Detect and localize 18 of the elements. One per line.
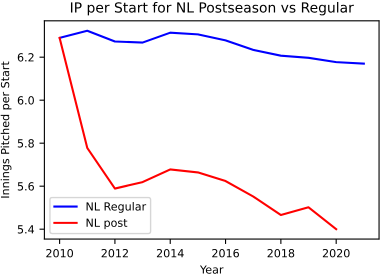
y-axis-title: Innings Pitched per Start (0, 62, 12, 198)
y-tick-label: 6.0 (18, 96, 34, 105)
legend-label: NL Regular (86, 202, 146, 213)
y-tick-label: 6.2 (18, 53, 34, 62)
x-tick-label: 2010 (46, 249, 73, 258)
y-tick-label: 5.8 (18, 139, 34, 148)
line-series (58, 30, 365, 65)
y-tick-label: 5.4 (18, 225, 34, 234)
x-tick-label: 2014 (156, 249, 184, 258)
y-tick-label: 5.6 (18, 182, 34, 191)
legend-label: NL post (86, 218, 128, 230)
x-axis-title: Year (200, 265, 224, 274)
line-series (58, 36, 338, 230)
x-tick-label: 2018 (268, 249, 294, 258)
x-tick-label: 2020 (322, 249, 350, 258)
x-tick-label: 2016 (212, 249, 239, 258)
x-tick-label: 2012 (102, 249, 128, 258)
chart-title: IP per Start for NL Postseason vs Regular (70, 2, 354, 16)
